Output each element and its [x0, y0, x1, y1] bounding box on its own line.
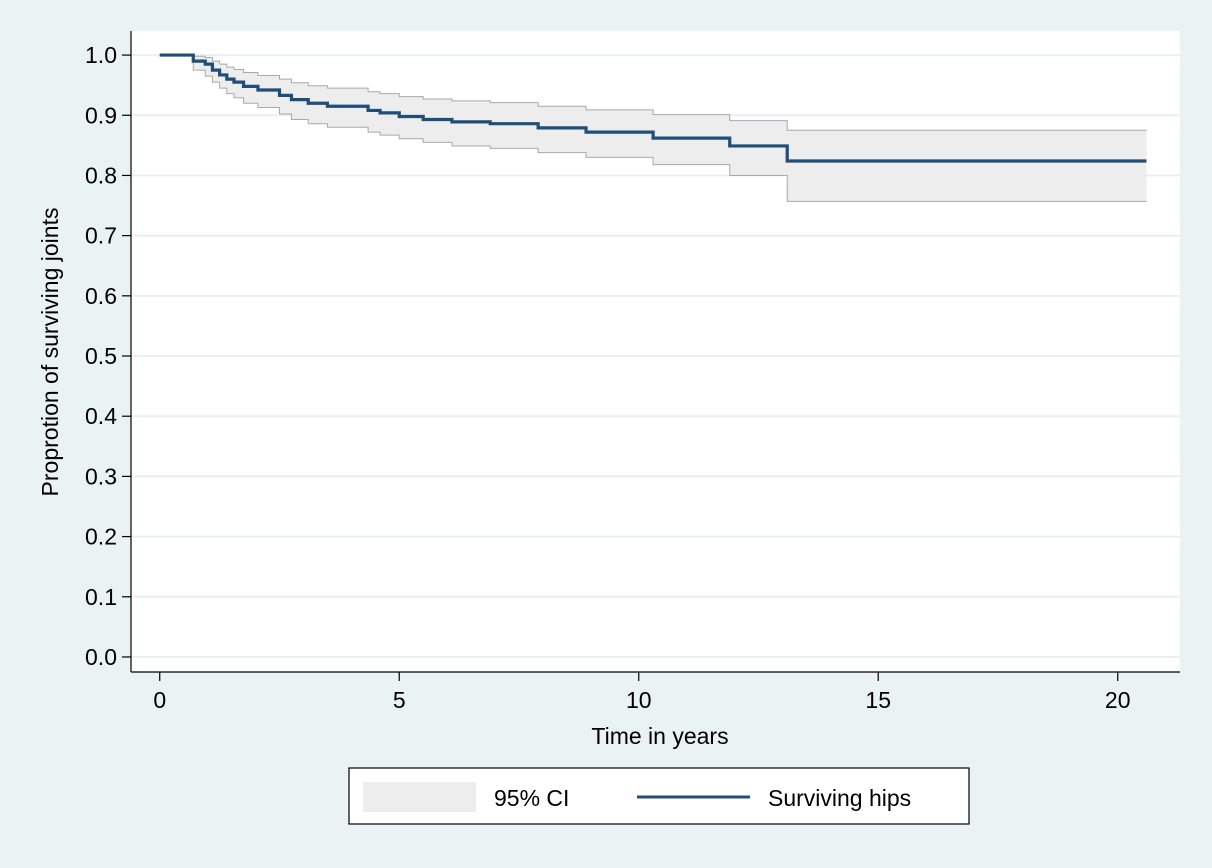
y-tick-label: 0.1	[85, 584, 117, 610]
y-tick-label: 0.7	[85, 223, 117, 249]
x-tick-label: 5	[393, 687, 406, 713]
y-tick-label: 0.0	[85, 644, 117, 670]
ci-band-layer	[159, 54, 1147, 202]
x-axis-ticks: 0 5 10 15 20	[153, 672, 1131, 713]
y-axis-ticks: 0.0 0.1 0.2 0.3 0.4 0.5 0.6 0.7 0.8 0.9 1.0	[85, 42, 131, 670]
legend-swatch-ci	[363, 782, 476, 812]
x-tick-label: 0	[153, 687, 166, 713]
survival-line-layer	[159, 53, 1147, 163]
y-axis-label: Proprotion of surviving joints	[37, 208, 63, 497]
y-tick-label: 0.5	[85, 343, 117, 369]
surviving-hips-line	[159, 53, 1147, 163]
legend-label-line: Surviving hips	[768, 785, 911, 811]
x-tick-label: 20	[1105, 687, 1131, 713]
y-tick-label: 0.4	[85, 403, 117, 429]
y-tick-label: 0.3	[85, 463, 117, 489]
y-tick-label: 0.8	[85, 162, 117, 188]
ci-lower-line	[159, 54, 1147, 202]
x-tick-label: 10	[626, 687, 652, 713]
x-tick-label: 15	[865, 687, 891, 713]
x-axis-label: Time in years	[591, 723, 728, 749]
y-tick-label: 0.2	[85, 524, 117, 550]
legend: 95% CI Surviving hips	[348, 767, 970, 825]
y-tick-label: 0.9	[85, 102, 117, 128]
legend-label-ci: 95% CI	[494, 785, 569, 811]
ci-upper-line	[159, 54, 1147, 131]
ci-band	[159, 55, 1147, 202]
y-tick-label: 0.6	[85, 283, 117, 309]
y-tick-label: 1.0	[85, 42, 117, 68]
